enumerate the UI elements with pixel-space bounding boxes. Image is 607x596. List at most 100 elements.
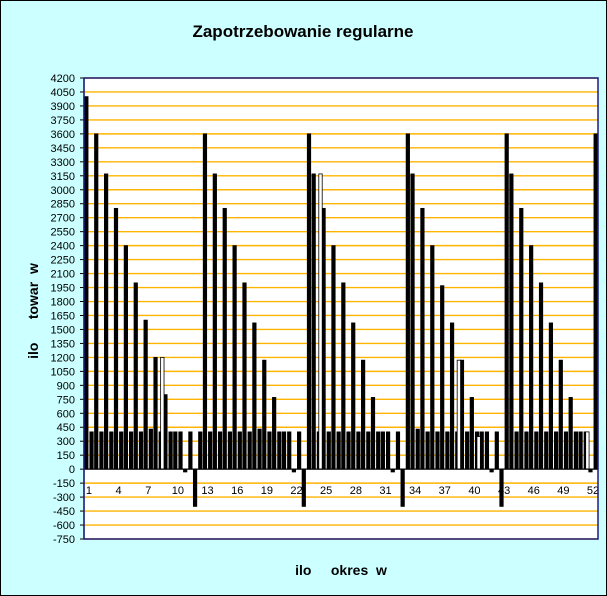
bar bbox=[104, 173, 109, 470]
bar bbox=[529, 245, 534, 470]
bar bbox=[484, 431, 490, 470]
bar bbox=[509, 173, 514, 470]
y-tick-label: 2250 bbox=[51, 255, 75, 267]
bar bbox=[237, 431, 242, 470]
x-tick-labels: 1 4 7 10 13 16 19 22 25 28 31 34 37 40 43 46 49 52 bbox=[86, 485, 599, 497]
bar bbox=[123, 245, 128, 470]
bar bbox=[538, 282, 544, 470]
bar bbox=[430, 245, 435, 470]
y-axis-title: ilo towar w bbox=[25, 263, 41, 359]
bar bbox=[252, 322, 257, 470]
bar bbox=[148, 428, 153, 470]
y-tick-label: 150 bbox=[57, 450, 75, 462]
bar bbox=[361, 359, 366, 470]
bar bbox=[178, 431, 183, 470]
bar bbox=[395, 431, 401, 470]
x-tick-label: 46 bbox=[528, 485, 540, 497]
y-tick-label: 3450 bbox=[51, 143, 75, 155]
bar bbox=[331, 245, 336, 470]
y-tick-labels: 4200405039003750360034503300315030002850… bbox=[51, 73, 84, 546]
bar bbox=[202, 133, 208, 470]
y-tick-label: 600 bbox=[57, 408, 75, 420]
x-tick-label: 28 bbox=[350, 485, 362, 497]
y-tick-label: 1350 bbox=[51, 338, 75, 350]
bar bbox=[548, 322, 554, 470]
bar bbox=[351, 322, 356, 470]
bar bbox=[138, 431, 144, 470]
x-tick-label: 37 bbox=[439, 485, 451, 497]
bar bbox=[366, 431, 371, 470]
bar bbox=[208, 431, 213, 470]
bar bbox=[198, 431, 203, 470]
bar bbox=[297, 431, 302, 470]
bar bbox=[469, 397, 474, 470]
bar bbox=[554, 431, 559, 470]
bar bbox=[336, 431, 341, 470]
bar bbox=[370, 397, 376, 470]
y-tick-label: 0 bbox=[69, 464, 75, 476]
y-tick-label: -600 bbox=[53, 520, 75, 532]
x-tick-label: 16 bbox=[231, 485, 243, 497]
bar bbox=[346, 431, 351, 470]
bar bbox=[257, 428, 262, 470]
bar bbox=[192, 468, 198, 507]
bar bbox=[410, 173, 415, 470]
bar bbox=[94, 133, 99, 470]
bar bbox=[456, 359, 461, 470]
x-tick-label: 52 bbox=[587, 485, 599, 497]
bar bbox=[212, 173, 217, 470]
x-tick-label: 1 bbox=[86, 485, 92, 497]
y-tick-label: 2850 bbox=[51, 199, 75, 211]
bar bbox=[514, 431, 519, 470]
bar bbox=[160, 356, 165, 470]
bar bbox=[84, 96, 89, 470]
y-tick-label: 1950 bbox=[51, 283, 75, 295]
x-tick-label: 25 bbox=[320, 485, 332, 497]
y-tick-label: 3750 bbox=[51, 115, 75, 127]
bar bbox=[476, 436, 481, 470]
bar bbox=[227, 431, 233, 470]
y-tick-label: 1200 bbox=[51, 352, 75, 364]
bar bbox=[113, 207, 119, 470]
bar bbox=[242, 282, 247, 470]
bar bbox=[558, 359, 563, 470]
y-tick-label: -150 bbox=[53, 478, 75, 490]
y-tick-label: 4050 bbox=[51, 87, 75, 99]
y-tick-label: 900 bbox=[57, 380, 75, 392]
y-tick-label: 2550 bbox=[51, 227, 75, 239]
y-tick-label: 1650 bbox=[51, 310, 75, 322]
bar bbox=[89, 431, 94, 470]
bar bbox=[465, 431, 470, 470]
x-tick-label: 34 bbox=[409, 485, 421, 497]
bar bbox=[385, 431, 391, 470]
bar bbox=[287, 431, 292, 470]
y-tick-label: 750 bbox=[57, 394, 75, 406]
bar bbox=[376, 431, 381, 470]
y-tick-label: 3900 bbox=[51, 101, 75, 113]
bar bbox=[568, 397, 573, 470]
bar bbox=[440, 285, 445, 470]
bar bbox=[524, 431, 529, 470]
y-tick-label: 1050 bbox=[51, 366, 75, 378]
bar bbox=[133, 282, 138, 470]
y-tick-label: 3600 bbox=[51, 129, 75, 141]
bar bbox=[519, 207, 524, 470]
bar bbox=[99, 431, 104, 470]
bar bbox=[544, 431, 549, 470]
bar bbox=[400, 468, 405, 507]
bar bbox=[222, 207, 227, 470]
y-tick-label: 3300 bbox=[51, 157, 75, 169]
y-tick-label: 2100 bbox=[51, 269, 75, 281]
y-tick-label: 300 bbox=[57, 436, 75, 448]
bar bbox=[232, 245, 237, 470]
bar bbox=[262, 359, 267, 470]
bar bbox=[435, 431, 440, 470]
bar bbox=[415, 428, 420, 470]
x-tick-label: 22 bbox=[290, 485, 302, 497]
y-tick-label: 450 bbox=[57, 422, 75, 434]
bar bbox=[585, 431, 590, 470]
bar bbox=[504, 133, 509, 470]
bar bbox=[306, 133, 312, 470]
x-tick-label: 31 bbox=[379, 485, 391, 497]
